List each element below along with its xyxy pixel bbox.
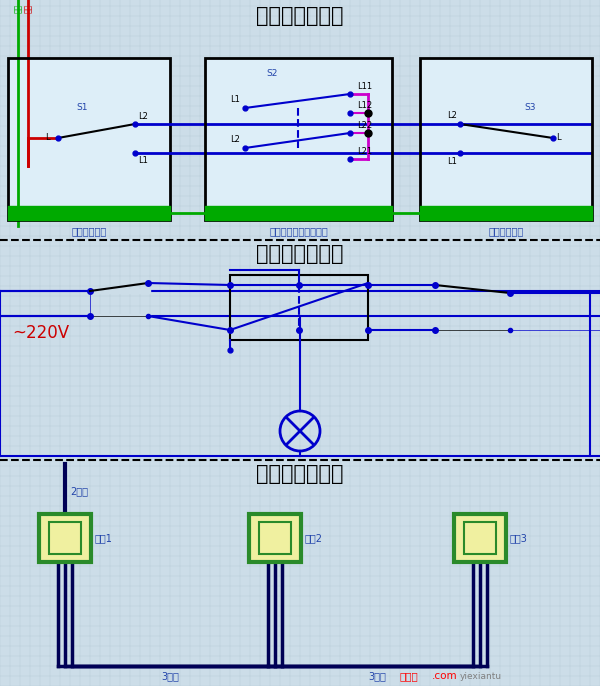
Text: L: L [46, 134, 50, 143]
Text: L21: L21 [357, 147, 372, 156]
Text: 3根线: 3根线 [368, 671, 386, 681]
Text: 相线: 相线 [14, 4, 23, 13]
FancyBboxPatch shape [259, 522, 291, 554]
Text: 开关2: 开关2 [305, 533, 323, 543]
Text: L: L [556, 134, 560, 143]
Text: 中途开关（三控开关）: 中途开关（三控开关） [269, 226, 328, 236]
Text: 火线: 火线 [23, 4, 32, 13]
Text: S3: S3 [524, 104, 536, 113]
Text: 单开双控开关: 单开双控开关 [71, 226, 107, 236]
Bar [230, 275, 368, 340]
Text: yiexiantu: yiexiantu [460, 672, 502, 681]
Text: 三控开关布线图: 三控开关布线图 [256, 464, 344, 484]
FancyBboxPatch shape [39, 514, 91, 562]
Text: 接线图: 接线图 [400, 671, 419, 681]
Text: L2: L2 [447, 111, 457, 120]
Bar [8, 58, 170, 220]
Text: 开关1: 开关1 [95, 533, 113, 543]
Text: L11: L11 [357, 82, 372, 91]
FancyBboxPatch shape [464, 522, 496, 554]
Text: 三控开关原理图: 三控开关原理图 [256, 244, 344, 264]
Text: 开关3: 开关3 [510, 533, 528, 543]
Text: 3根线: 3根线 [161, 671, 179, 681]
Text: L2: L2 [230, 135, 240, 144]
Text: S1: S1 [76, 104, 88, 113]
Text: L22: L22 [357, 121, 372, 130]
Text: L2: L2 [138, 112, 148, 121]
Text: L1: L1 [138, 156, 148, 165]
Text: L1: L1 [447, 157, 457, 166]
FancyBboxPatch shape [249, 514, 301, 562]
Text: 三控开关接线图: 三控开关接线图 [256, 6, 344, 26]
FancyBboxPatch shape [49, 522, 81, 554]
FancyBboxPatch shape [454, 514, 506, 562]
Bar [205, 58, 392, 220]
Text: ~220V: ~220V [12, 324, 69, 342]
Text: L12: L12 [357, 101, 372, 110]
Text: L1: L1 [230, 95, 240, 104]
Text: 2根线: 2根线 [70, 486, 88, 496]
Bar [420, 58, 592, 220]
Text: S2: S2 [266, 69, 278, 78]
Text: .com: .com [432, 671, 458, 681]
Text: 单开双控开关: 单开双控开关 [488, 226, 524, 236]
